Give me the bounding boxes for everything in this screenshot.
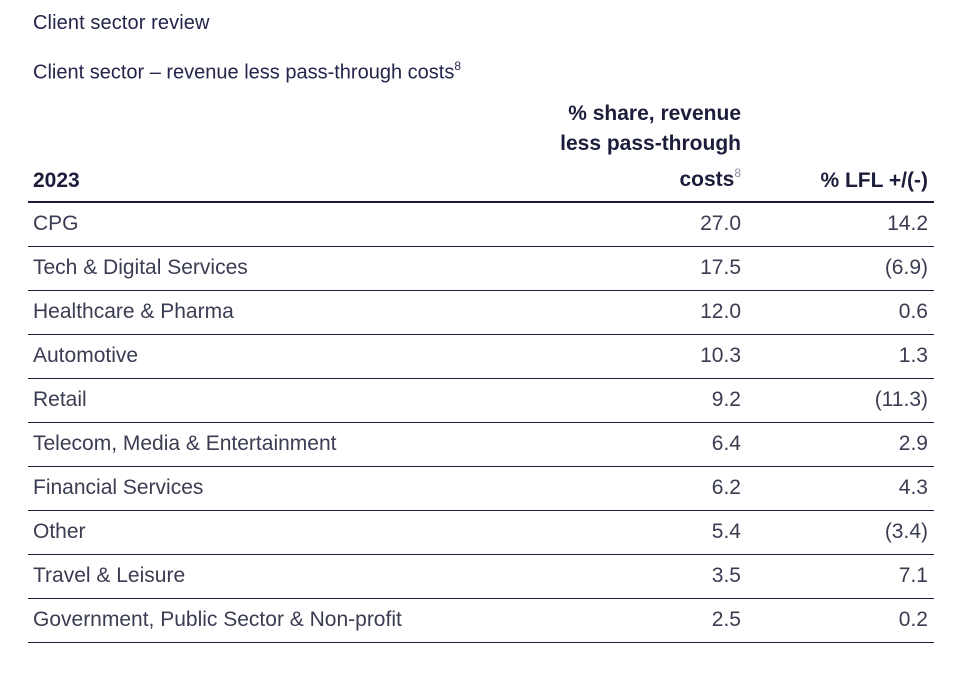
table-row: CPG 27.0 14.2 [28, 203, 934, 247]
share-value: 6.2 [711, 476, 741, 499]
year-header: 2023 [33, 169, 80, 192]
share-header-footnote: 8 [734, 166, 741, 180]
lfl-value: 14.2 [887, 212, 928, 235]
share-header-line-1: % share, revenue [568, 102, 741, 125]
table-title-text: Client sector – revenue less pass-throug… [33, 61, 455, 84]
section-title: Client sector review [33, 12, 210, 34]
lfl-value: 2.9 [898, 432, 928, 455]
lfl-value: 7.1 [898, 564, 928, 587]
share-value: 17.5 [700, 256, 741, 279]
table-row: Healthcare & Pharma 12.0 0.6 [28, 291, 934, 335]
sector-label: Automotive [33, 344, 139, 367]
client-sector-table: 2023 % share, revenue less pass-through … [28, 102, 934, 643]
share-value: 12.0 [700, 300, 741, 323]
share-value: 9.2 [711, 388, 741, 411]
lfl-value: (3.4) [884, 520, 928, 543]
share-value: 10.3 [700, 344, 741, 367]
sector-label: Financial Services [33, 476, 204, 499]
lfl-value: 1.3 [898, 344, 928, 367]
share-column-header: % share, revenue less pass-through costs… [521, 99, 741, 195]
table-header-row: 2023 % share, revenue less pass-through … [28, 102, 934, 203]
share-value: 27.0 [700, 212, 741, 235]
lfl-value: 0.6 [898, 300, 928, 323]
table-row: Financial Services 6.2 4.3 [28, 467, 934, 511]
lfl-value: (11.3) [874, 388, 928, 411]
lfl-column-header: % LFL +/(-) [820, 169, 928, 192]
table-row: Travel & Leisure 3.5 7.1 [28, 555, 934, 599]
sector-label: Tech & Digital Services [33, 256, 248, 279]
lfl-value: (6.9) [884, 256, 928, 279]
table-title-footnote: 8 [454, 59, 462, 73]
sector-label: Government, Public Sector & Non-profit [33, 608, 402, 631]
table-row: Telecom, Media & Entertainment 6.4 2.9 [28, 423, 934, 467]
share-value: 6.4 [711, 432, 741, 455]
share-value: 5.4 [711, 520, 741, 543]
sector-label: Telecom, Media & Entertainment [33, 432, 337, 455]
table-title: Client sector – revenue less pass-throug… [33, 59, 462, 85]
share-header-line-3: costs8 [521, 159, 741, 195]
lfl-value: 4.3 [898, 476, 928, 499]
table-row: Tech & Digital Services 17.5 (6.9) [28, 247, 934, 291]
share-value: 2.5 [711, 608, 741, 631]
sector-label: Healthcare & Pharma [33, 300, 234, 323]
lfl-value: 0.2 [898, 608, 928, 631]
table-row: Automotive 10.3 1.3 [28, 335, 934, 379]
sector-label: CPG [33, 212, 79, 235]
sector-label: Travel & Leisure [33, 564, 186, 587]
share-value: 3.5 [711, 564, 741, 587]
table-row: Retail 9.2 (11.3) [28, 379, 934, 423]
table-row: Government, Public Sector & Non-profit 2… [28, 599, 934, 643]
sector-label: Other [33, 520, 86, 543]
share-header-line-3-text: costs [679, 168, 735, 191]
share-header-line-2: less pass-through [560, 132, 741, 155]
sector-label: Retail [33, 388, 87, 411]
table-row: Other 5.4 (3.4) [28, 511, 934, 555]
